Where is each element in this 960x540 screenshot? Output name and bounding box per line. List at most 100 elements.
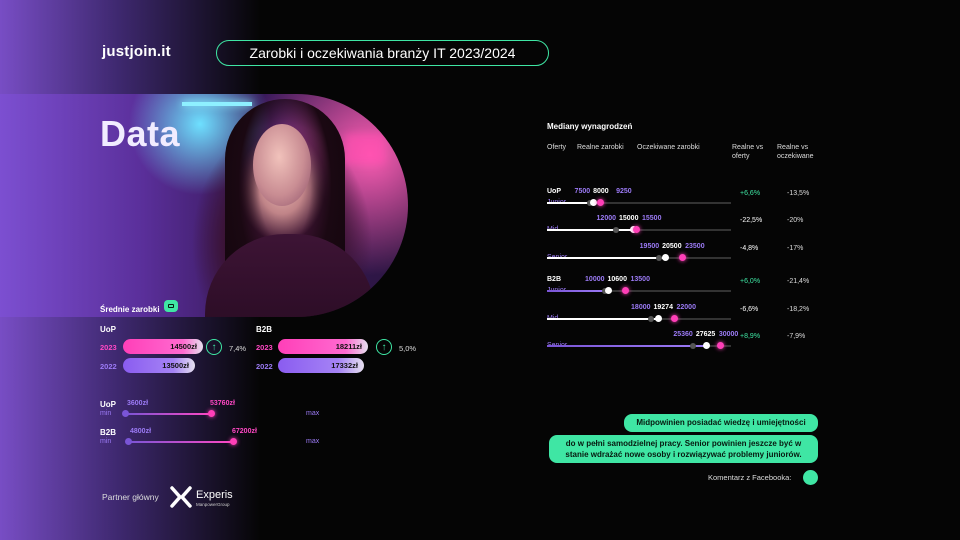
median-offer-value: 10000	[585, 276, 605, 283]
median-vs-expected: -21,4%	[787, 278, 810, 285]
avg-salary-label: Średnie zarobki	[100, 305, 160, 314]
hero-photo	[0, 94, 408, 317]
median-category: B2B	[547, 276, 562, 283]
arrow-up-icon: ↑	[206, 339, 222, 355]
median-offer-dot	[656, 255, 663, 261]
range-b2b-line	[128, 441, 234, 443]
range-b2b-min-dot	[125, 438, 132, 445]
median-vs-expected: -18,2%	[787, 306, 810, 313]
median-vs-offer: +6,0%	[740, 278, 761, 285]
avg-uop-value-2022: 13500zł	[162, 361, 189, 370]
logo[interactable]: justjoin.it	[102, 43, 171, 60]
median-offer-dot	[613, 227, 619, 233]
median-track	[547, 318, 731, 320]
median-real-dot	[604, 287, 612, 294]
page-title: Zarobki i oczekiwania branży IT 2023/202…	[216, 40, 549, 66]
experis-logo-icon[interactable]	[170, 486, 192, 508]
median-vs-offer: +6,6%	[740, 190, 761, 197]
hero-word: Data	[100, 113, 181, 154]
range-b2b-min-value: 4800zł	[130, 428, 152, 435]
median-vs-offer: +8,9%	[740, 333, 761, 340]
median-track	[547, 202, 731, 204]
median-real-value: 10600	[607, 276, 627, 283]
range-uop-max-dot	[208, 410, 215, 417]
median-expected-dot	[679, 254, 687, 261]
median-expected-value: 23500	[685, 243, 705, 250]
median-vs-expected: -7,9%	[787, 333, 806, 340]
median-vs-expected: -17%	[787, 245, 804, 252]
median-expected-value: 22000	[676, 304, 696, 311]
partner-brand: Experis	[196, 489, 233, 501]
arrow-up-icon: ↑	[376, 339, 392, 355]
avg-uop-bar-2023: 14500zł	[123, 339, 203, 354]
median-vs-offer: -6,6%	[740, 306, 759, 313]
comment-line-2b: stanie wdrażać nowe osoby i rozwiązywać …	[565, 450, 802, 459]
range-uop-max-label: max	[306, 410, 320, 417]
median-offer-dot	[647, 316, 654, 322]
range-b2b-max-dot	[230, 438, 237, 445]
median-track	[547, 345, 731, 347]
median-real-value: 8000	[593, 188, 609, 195]
median-real-value: 27625	[695, 331, 716, 338]
chat-icon	[164, 300, 178, 312]
avg-uop-year-2023: 2023	[100, 343, 117, 352]
median-expected-value: 9250	[616, 188, 632, 195]
avg-b2b-bar-2023: 18211zł	[278, 339, 368, 354]
median-real-value: 20500	[662, 243, 682, 250]
col-header-vs-offers-l2: oferty	[732, 153, 750, 160]
col-header-vs-offers: Realne vs oferty	[732, 143, 763, 161]
range-uop-min-value: 3600zł	[127, 400, 149, 407]
median-vs-offer: -4,8%	[740, 245, 759, 252]
median-track	[547, 290, 731, 292]
partner-label: Partner główny	[102, 492, 159, 502]
legend-expected: Oczekiwane zarobki	[637, 144, 700, 151]
median-category: UoP	[547, 188, 561, 195]
col-header-vs-expected: Realne vs oczekiwane	[777, 143, 814, 161]
median-real-dot	[661, 254, 669, 261]
avg-uop-bar-2022: 13500zł	[123, 358, 195, 373]
median-offer-value: 18000	[631, 304, 651, 311]
avatar	[803, 470, 818, 485]
avg-uop-year-2022: 2022	[100, 362, 117, 371]
legend-real: Realne zarobki	[577, 144, 624, 151]
avg-b2b-year-2022: 2022	[256, 362, 273, 371]
avg-b2b-label: B2B	[256, 325, 273, 334]
median-expected-value: 13500	[630, 276, 650, 283]
range-uop-label: UoP	[100, 400, 116, 409]
comment-bubble-1: Midpowinien posiadać wiedzę i umiejętnoś…	[624, 414, 818, 432]
range-uop-max-value: 53760zł	[210, 400, 235, 407]
median-offer-value: 7500	[574, 188, 591, 195]
avg-uop-change: 7,4%	[229, 344, 247, 353]
median-real-dot	[702, 342, 710, 349]
range-b2b-label: B2B	[100, 428, 117, 437]
col-header-vs-expected-l1: Realne vs	[777, 144, 809, 151]
median-expected-dot	[597, 199, 605, 206]
median-expected-dot	[621, 287, 629, 294]
median-expected-dot	[716, 342, 724, 349]
median-expected-dot	[670, 315, 678, 322]
avg-b2b-change: 5,0%	[399, 344, 417, 353]
median-real-dot	[590, 199, 597, 206]
avg-uop-label: UoP	[100, 325, 116, 334]
medians-title: Mediany wynagrodzeń	[547, 122, 633, 131]
comment-line-2a: do w pełni samodzielnej pracy. Senior po…	[565, 439, 802, 448]
median-offer-value: 12000	[596, 215, 616, 222]
median-offer-dot	[601, 288, 608, 294]
avg-b2b-bar-2022: 17332zł	[278, 358, 364, 373]
median-real-value: 15000	[619, 215, 639, 222]
range-uop-line	[125, 413, 212, 415]
median-offer-dot	[689, 343, 696, 349]
median-real-value: 19274	[653, 304, 673, 311]
median-track	[547, 257, 731, 259]
range-uop-min-dot	[122, 410, 129, 417]
partner-sub: ManpowerGroup	[196, 502, 230, 507]
avg-b2b-value-2022: 17332zł	[331, 361, 358, 370]
median-offer-value: 19500	[639, 243, 660, 250]
avg-b2b-year-2023: 2023	[256, 343, 273, 352]
median-vs-expected: -13,5%	[787, 190, 810, 197]
median-real-dot	[654, 315, 662, 322]
median-vs-expected: -20%	[787, 217, 804, 224]
col-header-vs-offers-l1: Realne vs	[732, 144, 764, 151]
legend-offers: Oferty	[547, 144, 567, 151]
median-expected-value: 30000	[718, 331, 739, 338]
